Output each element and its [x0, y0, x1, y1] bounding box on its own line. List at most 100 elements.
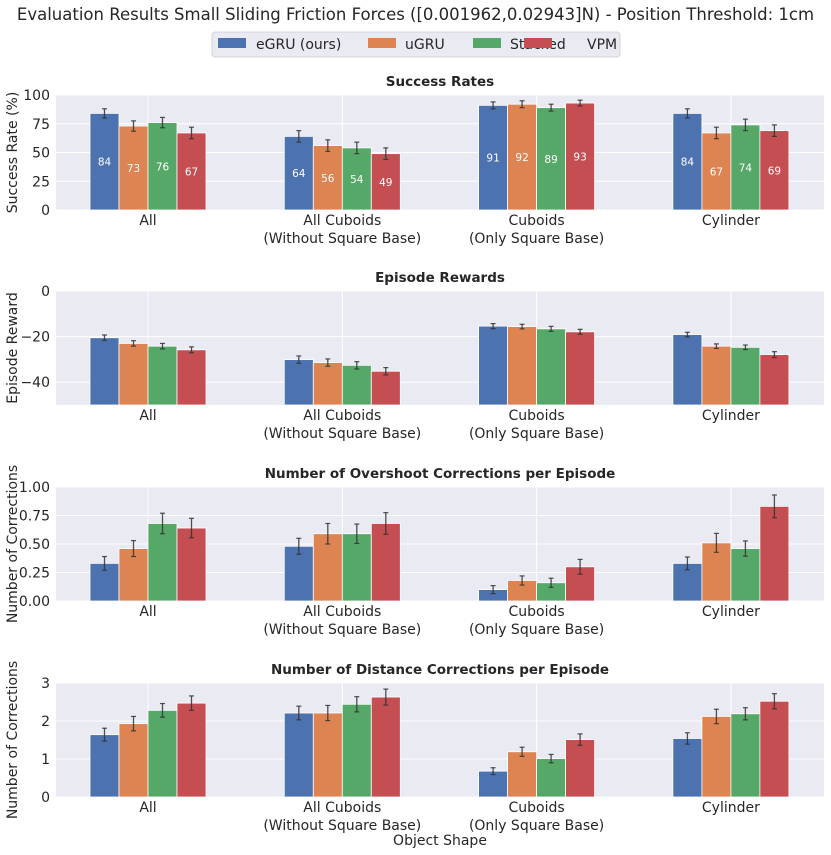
bar-stacked-1 — [341, 533, 372, 602]
x-axis-label: Object Shape — [393, 833, 487, 849]
legend-label-ugru: uGRU — [405, 37, 445, 53]
y-tick-label: 0.00 — [19, 594, 50, 610]
error-bar — [490, 585, 496, 595]
subplot-title: Number of Overshoot Corrections per Epis… — [265, 466, 616, 482]
error-bar — [742, 540, 748, 557]
bar-ugru-3 — [701, 345, 732, 406]
error-bar — [325, 139, 331, 152]
error-bar — [577, 328, 583, 335]
bar-stacked-2 — [536, 107, 566, 211]
bar-egru-1 — [283, 545, 314, 602]
error-bar — [684, 108, 690, 119]
bar-value-label: 67 — [710, 166, 723, 178]
bar-egru-3 — [672, 113, 703, 211]
bar-vpm-1 — [370, 153, 401, 211]
legend-swatch-egru — [218, 38, 246, 48]
bar-egru-3 — [672, 334, 703, 406]
bar-value-label: 76 — [156, 161, 170, 173]
error-bar — [325, 704, 331, 722]
error-bar — [577, 99, 583, 107]
bar-stacked-3 — [730, 124, 761, 211]
error-bar — [160, 342, 165, 350]
legend-swatch-ugru — [368, 38, 396, 48]
x-tick-label: (Only Square Base) — [469, 818, 604, 834]
bar-value-label: 67 — [185, 166, 198, 178]
x-tick-label: (Without Square Base) — [263, 622, 421, 638]
error-bar — [354, 141, 360, 155]
legend-label-vpm: VPM — [587, 37, 617, 53]
error-bar — [189, 517, 194, 539]
error-bar — [771, 494, 777, 519]
y-tick-label: 0 — [41, 284, 50, 300]
bar-value-label: 73 — [127, 163, 140, 175]
error-bar — [490, 323, 496, 330]
bar-stacked-3 — [730, 346, 761, 406]
error-bar — [684, 732, 690, 745]
x-tick-label: All Cuboids — [303, 604, 381, 620]
legend-box — [211, 31, 621, 58]
error-bar — [131, 340, 136, 347]
bar-stacked-0 — [147, 122, 178, 211]
bar-egru-0 — [89, 113, 120, 211]
error-bar — [713, 343, 719, 350]
error-bar — [296, 355, 302, 364]
x-tick-label: All — [139, 800, 156, 816]
error-bar — [519, 575, 525, 586]
x-tick-label: (Without Square Base) — [263, 818, 421, 834]
bar-vpm-0 — [176, 702, 207, 798]
x-tick-label: Cuboids — [509, 800, 565, 816]
error-bar — [742, 344, 748, 351]
error-bar — [325, 522, 331, 545]
bar-ugru-3 — [701, 132, 732, 211]
x-tick-label: (Only Square Base) — [469, 426, 604, 442]
bar-ugru-3 — [701, 716, 732, 798]
x-tick-label: Cylinder — [702, 213, 760, 229]
bar-stacked-0 — [147, 345, 178, 406]
y-tick-label: 0.50 — [19, 537, 50, 553]
bar-vpm-3 — [759, 505, 790, 602]
error-bar — [490, 767, 496, 776]
legend-swatch-vpm — [524, 38, 552, 48]
y-tick-label: 75 — [32, 117, 50, 133]
bar-ugru-1 — [312, 362, 343, 406]
bar-value-label: 74 — [739, 162, 753, 174]
y-tick-label: −20 — [20, 330, 50, 346]
x-tick-label: Cylinder — [702, 800, 760, 816]
bar-egru-0 — [89, 337, 120, 406]
bar-vpm-1 — [370, 696, 401, 798]
error-bar — [325, 358, 331, 367]
error-bar — [160, 512, 165, 535]
bar-stacked-2 — [536, 328, 566, 406]
error-bar — [296, 705, 302, 721]
y-tick-label: −40 — [20, 375, 50, 391]
x-tick-label: Cuboids — [509, 213, 565, 229]
subplot-title: Number of Distance Corrections per Episo… — [271, 662, 609, 678]
error-bar — [548, 103, 554, 112]
x-tick-label: Cuboids — [509, 604, 565, 620]
error-bar — [684, 556, 690, 571]
y-tick-label: 3 — [41, 676, 50, 692]
error-bar — [383, 147, 389, 160]
error-bar — [296, 537, 302, 555]
bar-ugru-2 — [507, 103, 538, 211]
error-bar — [131, 539, 136, 558]
x-tick-label: All Cuboids — [303, 800, 381, 816]
legend-swatch-stacked — [473, 38, 501, 48]
bar-ugru-2 — [507, 326, 538, 406]
bar-egru-2 — [478, 104, 509, 211]
x-tick-label: (Without Square Base) — [263, 231, 421, 247]
error-bar — [354, 696, 360, 713]
bar-vpm-3 — [759, 354, 790, 406]
bar-value-label: 56 — [321, 173, 335, 185]
bar-stacked-3 — [730, 713, 761, 798]
error-bar — [189, 695, 194, 711]
legend-entry-vpm: VPM — [524, 37, 617, 53]
error-bar — [713, 708, 719, 725]
bar-value-label: 93 — [573, 152, 586, 164]
bar-vpm-3 — [759, 700, 790, 798]
bar-egru-2 — [478, 325, 509, 406]
bar-egru-1 — [283, 135, 314, 211]
error-bar — [519, 746, 525, 757]
bar-ugru-0 — [118, 723, 149, 798]
error-bar — [189, 126, 194, 140]
